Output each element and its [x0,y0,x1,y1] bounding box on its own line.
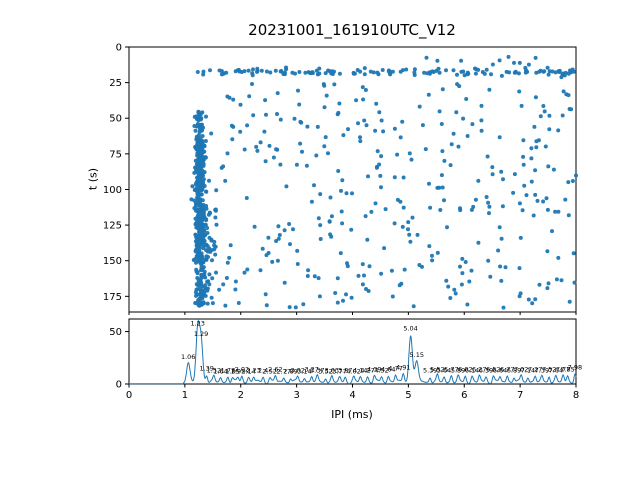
svg-text:150: 150 [103,256,122,267]
svg-text:0: 0 [126,390,132,401]
svg-text:50: 50 [109,327,122,338]
svg-text:4.52: 4.52 [374,367,388,375]
svg-text:7.64: 7.64 [549,367,563,375]
svg-text:5.64: 5.64 [437,367,451,375]
svg-text:4.02: 4.02 [346,368,360,376]
svg-text:25: 25 [109,78,122,89]
svg-text:3.37: 3.37 [310,367,324,375]
svg-text:7.98: 7.98 [568,363,582,371]
svg-text:5.04: 5.04 [403,325,417,333]
svg-text:5.52: 5.52 [430,366,444,374]
svg-text:2: 2 [238,390,244,401]
scatter-points [189,54,578,310]
svg-text:1.06: 1.06 [181,353,195,361]
svg-text:6.64: 6.64 [493,367,507,375]
svg-text:4.14: 4.14 [353,367,367,375]
svg-text:3.87: 3.87 [338,367,352,375]
x-axis-label: IPI (ms) [331,408,373,421]
svg-text:1.95: 1.95 [231,368,245,376]
svg-text:4.27: 4.27 [360,367,374,375]
svg-text:6.89: 6.89 [507,367,521,375]
svg-text:1.85: 1.85 [225,368,239,376]
svg-text:50: 50 [109,114,122,125]
svg-text:3.63: 3.63 [325,367,339,375]
svg-text:7.52: 7.52 [542,366,556,374]
top-axes [125,46,577,315]
svg-text:6.27: 6.27 [472,366,486,374]
svg-text:6.02: 6.02 [458,366,472,374]
svg-text:1.29: 1.29 [194,330,208,338]
svg-text:125: 125 [103,221,122,232]
svg-text:1.39: 1.39 [199,365,213,373]
svg-text:1.64: 1.64 [213,368,227,376]
svg-text:175: 175 [103,292,122,303]
svg-text:2.14: 2.14 [241,368,255,376]
svg-text:4.64: 4.64 [381,366,395,374]
svg-text:5.77: 5.77 [444,366,458,374]
svg-text:7: 7 [517,390,523,401]
svg-text:2.62: 2.62 [268,366,282,374]
svg-text:7.39: 7.39 [535,367,549,375]
svg-text:8: 8 [573,390,579,401]
svg-text:6.77: 6.77 [500,366,514,374]
svg-text:3: 3 [293,390,299,401]
svg-text:4.39: 4.39 [367,366,381,374]
top-axes-tick-labels: 0 25 50 75 100 125 150 175 [103,43,122,303]
svg-text:4.91: 4.91 [396,363,410,371]
svg-text:3.77: 3.77 [332,368,346,376]
svg-text:2.52: 2.52 [263,368,277,376]
svg-text:7.85: 7.85 [560,366,574,374]
svg-text:3.27: 3.27 [304,366,318,374]
svg-text:5.39: 5.39 [423,367,437,375]
svg-text:7.77: 7.77 [556,366,570,374]
svg-text:5.89: 5.89 [451,367,465,375]
svg-text:100: 100 [103,185,122,196]
svg-text:1.77: 1.77 [221,367,235,375]
peak-annotations: 1.06 1.23 1.29 1.391.521.641.771.851.952.02… [181,319,582,375]
ipi-histogram-line [129,319,577,385]
svg-text:2.02: 2.02 [235,366,249,374]
svg-text:6.14: 6.14 [465,367,479,375]
svg-text:75: 75 [109,149,122,160]
svg-text:6.39: 6.39 [479,367,493,375]
svg-text:2.23: 2.23 [246,367,260,375]
svg-text:2.77: 2.77 [277,368,291,376]
svg-text:6: 6 [461,390,467,401]
bottom-axes-tick-labels: 0 50 0 1 2 3 4 5 6 7 8 [109,327,579,401]
svg-text:2.4: 2.4 [258,367,268,375]
bottom-axes [125,318,577,388]
svg-text:0: 0 [116,43,122,54]
svg-text:7.14: 7.14 [521,367,535,375]
svg-text:3.52: 3.52 [318,368,332,376]
svg-text:3.02: 3.02 [290,367,304,375]
svg-text:6.52: 6.52 [486,366,500,374]
chart-title: 20231001_161910UTC_V12 [248,21,456,39]
svg-text:5: 5 [405,390,411,401]
svg-text:0: 0 [116,380,122,391]
svg-text:1.23: 1.23 [190,319,204,327]
svg-text:4.77: 4.77 [388,365,402,373]
svg-text:4: 4 [349,390,355,401]
svg-text:7.02: 7.02 [514,366,528,374]
svg-text:3.14: 3.14 [297,368,311,376]
svg-text:5.15: 5.15 [410,351,424,359]
svg-text:2.89: 2.89 [283,368,297,376]
svg-text:1: 1 [182,390,188,401]
svg-text:7.27: 7.27 [528,366,542,374]
svg-text:1.52: 1.52 [207,367,221,375]
